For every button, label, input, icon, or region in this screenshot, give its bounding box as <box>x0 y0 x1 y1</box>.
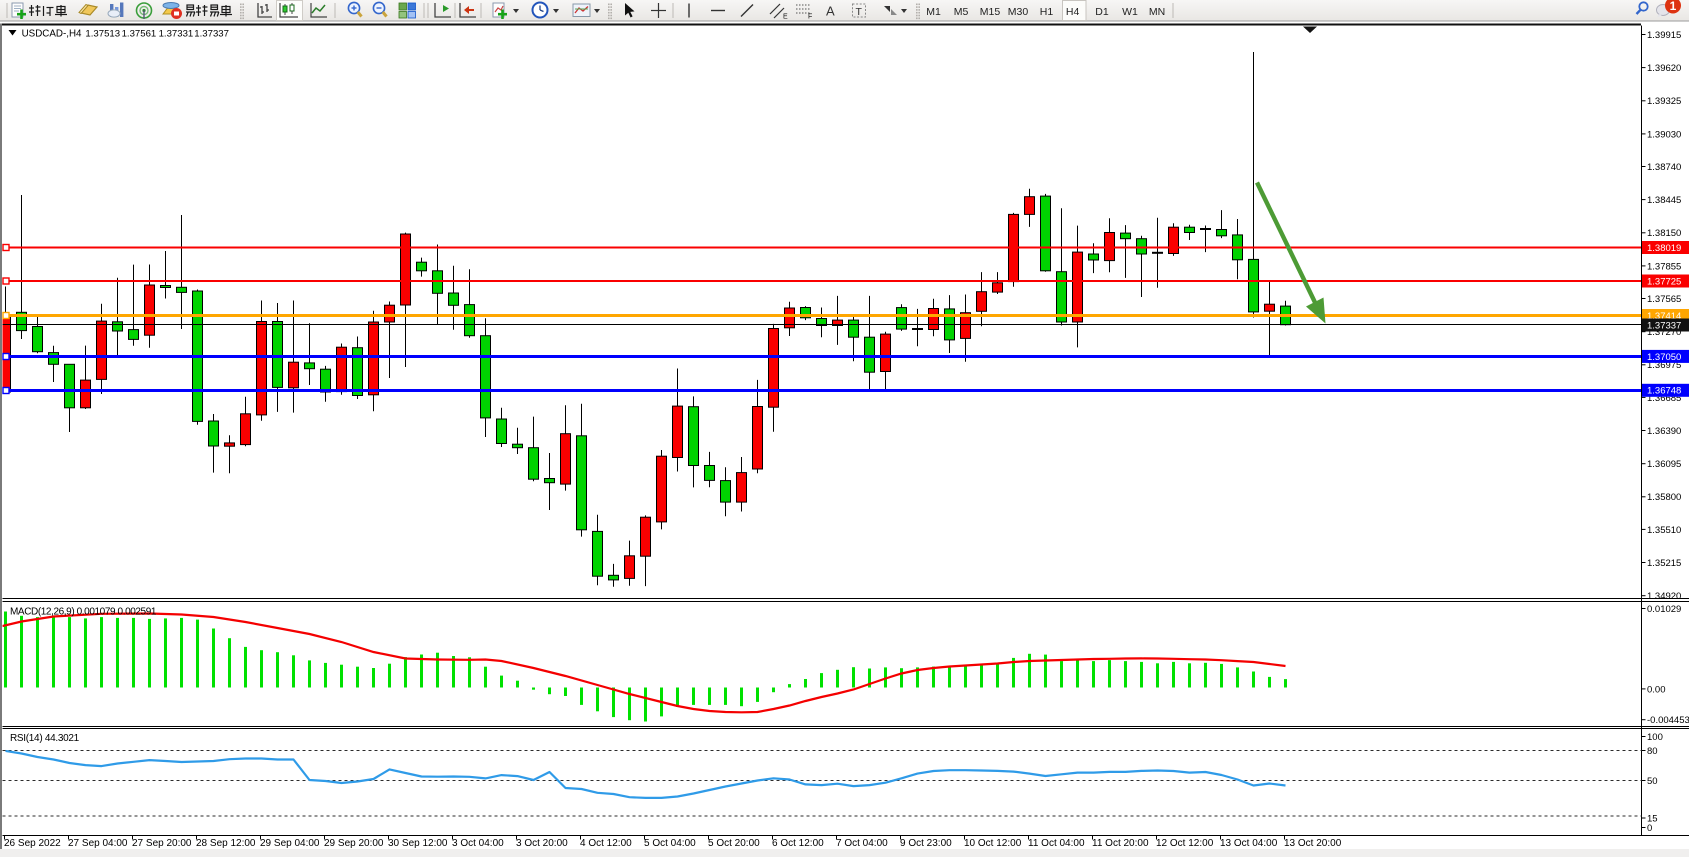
svg-text:1.37337: 1.37337 <box>1647 320 1681 331</box>
svg-text:1.39030: 1.39030 <box>1647 129 1681 140</box>
svg-text:28 Sep 12:00: 28 Sep 12:00 <box>196 838 256 849</box>
svg-text:1.37331: 1.37331 <box>159 29 194 40</box>
svg-text:50: 50 <box>1647 776 1658 787</box>
svg-text:1.34920: 1.34920 <box>1647 591 1681 602</box>
svg-text:1.36975: 1.36975 <box>1647 360 1681 371</box>
svg-text:MACD(12,26,9) 0.001079 0.00259: MACD(12,26,9) 0.001079 0.002591 <box>10 607 157 618</box>
svg-text:F: F <box>808 14 812 21</box>
svg-text:E: E <box>783 14 788 21</box>
svg-text:H1: H1 <box>1040 6 1054 18</box>
svg-text:80: 80 <box>1647 746 1658 757</box>
svg-text:A: A <box>826 4 835 19</box>
svg-text:0.00: 0.00 <box>1647 684 1666 695</box>
svg-text:-0.004453: -0.004453 <box>1647 715 1689 726</box>
svg-text:W1: W1 <box>1122 6 1138 18</box>
svg-text:1.37270: 1.37270 <box>1647 327 1681 338</box>
svg-text:1.36748: 1.36748 <box>1647 386 1681 397</box>
svg-text:M1: M1 <box>926 6 941 18</box>
svg-text:11 Oct 04:00: 11 Oct 04:00 <box>1028 838 1085 849</box>
svg-text:1.36390: 1.36390 <box>1647 426 1681 437</box>
svg-text:27 Sep 04:00: 27 Sep 04:00 <box>68 838 128 849</box>
svg-text:1.36685: 1.36685 <box>1647 393 1681 404</box>
svg-text:27 Sep 20:00: 27 Sep 20:00 <box>132 838 192 849</box>
svg-text:M5: M5 <box>954 6 969 18</box>
svg-text:T: T <box>856 6 863 18</box>
svg-text:1.37050: 1.37050 <box>1647 352 1681 363</box>
svg-text:H4: H4 <box>1066 6 1080 18</box>
svg-text:5 Oct 20:00: 5 Oct 20:00 <box>708 838 760 849</box>
svg-text:0.01029: 0.01029 <box>1647 604 1681 615</box>
svg-text:USDCAD-,H4: USDCAD-,H4 <box>22 29 82 40</box>
svg-text:1.38445: 1.38445 <box>1647 195 1681 206</box>
svg-text:3 Oct 04:00: 3 Oct 04:00 <box>452 838 504 849</box>
svg-text:1.35215: 1.35215 <box>1647 558 1681 569</box>
svg-text:26 Sep 2022: 26 Sep 2022 <box>4 838 61 849</box>
svg-text:30 Sep 12:00: 30 Sep 12:00 <box>388 838 448 849</box>
svg-text:1.37725: 1.37725 <box>1647 276 1681 287</box>
svg-text:1.35800: 1.35800 <box>1647 492 1681 503</box>
svg-text:1.39915: 1.39915 <box>1647 30 1681 41</box>
svg-text:10 Oct 12:00: 10 Oct 12:00 <box>964 838 1022 849</box>
svg-text:1.37414: 1.37414 <box>1647 311 1681 322</box>
svg-text:100: 100 <box>1647 732 1663 743</box>
svg-text:11 Oct 20:00: 11 Oct 20:00 <box>1092 838 1149 849</box>
svg-text:1.37337: 1.37337 <box>194 29 229 40</box>
svg-text:29 Sep 04:00: 29 Sep 04:00 <box>260 838 320 849</box>
svg-text:13 Oct 04:00: 13 Oct 04:00 <box>1220 838 1278 849</box>
svg-text:D1: D1 <box>1095 6 1109 18</box>
svg-text:RSI(14) 44.3021: RSI(14) 44.3021 <box>10 733 80 744</box>
svg-text:6 Oct 12:00: 6 Oct 12:00 <box>772 838 824 849</box>
svg-text:M30: M30 <box>1008 6 1029 18</box>
svg-text:MN: MN <box>1149 6 1165 18</box>
svg-text:15: 15 <box>1647 813 1658 824</box>
svg-text:1.35510: 1.35510 <box>1647 525 1681 536</box>
svg-text:3 Oct 20:00: 3 Oct 20:00 <box>516 838 568 849</box>
svg-text:9 Oct 23:00: 9 Oct 23:00 <box>900 838 952 849</box>
svg-text:1.37561: 1.37561 <box>122 29 157 40</box>
svg-text:1.37855: 1.37855 <box>1647 261 1681 272</box>
svg-text:1.37513: 1.37513 <box>85 29 120 40</box>
svg-text:1.36095: 1.36095 <box>1647 459 1681 470</box>
svg-text:7 Oct 04:00: 7 Oct 04:00 <box>836 838 888 849</box>
svg-text:1.38150: 1.38150 <box>1647 228 1681 239</box>
svg-text:1: 1 <box>1670 0 1677 13</box>
svg-text:1.39620: 1.39620 <box>1647 63 1681 74</box>
svg-text:13 Oct 20:00: 13 Oct 20:00 <box>1284 838 1342 849</box>
svg-text:4 Oct 12:00: 4 Oct 12:00 <box>580 838 632 849</box>
svg-text:M15: M15 <box>980 6 1001 18</box>
svg-text:1.38019: 1.38019 <box>1647 243 1681 254</box>
svg-text:1.39325: 1.39325 <box>1647 96 1681 107</box>
svg-text:1.37565: 1.37565 <box>1647 294 1681 305</box>
svg-text:5 Oct 04:00: 5 Oct 04:00 <box>644 838 696 849</box>
svg-text:0: 0 <box>1647 823 1652 834</box>
svg-text:29 Sep 20:00: 29 Sep 20:00 <box>324 838 384 849</box>
svg-text:1.38740: 1.38740 <box>1647 162 1681 173</box>
svg-text:12 Oct 12:00: 12 Oct 12:00 <box>1156 838 1214 849</box>
